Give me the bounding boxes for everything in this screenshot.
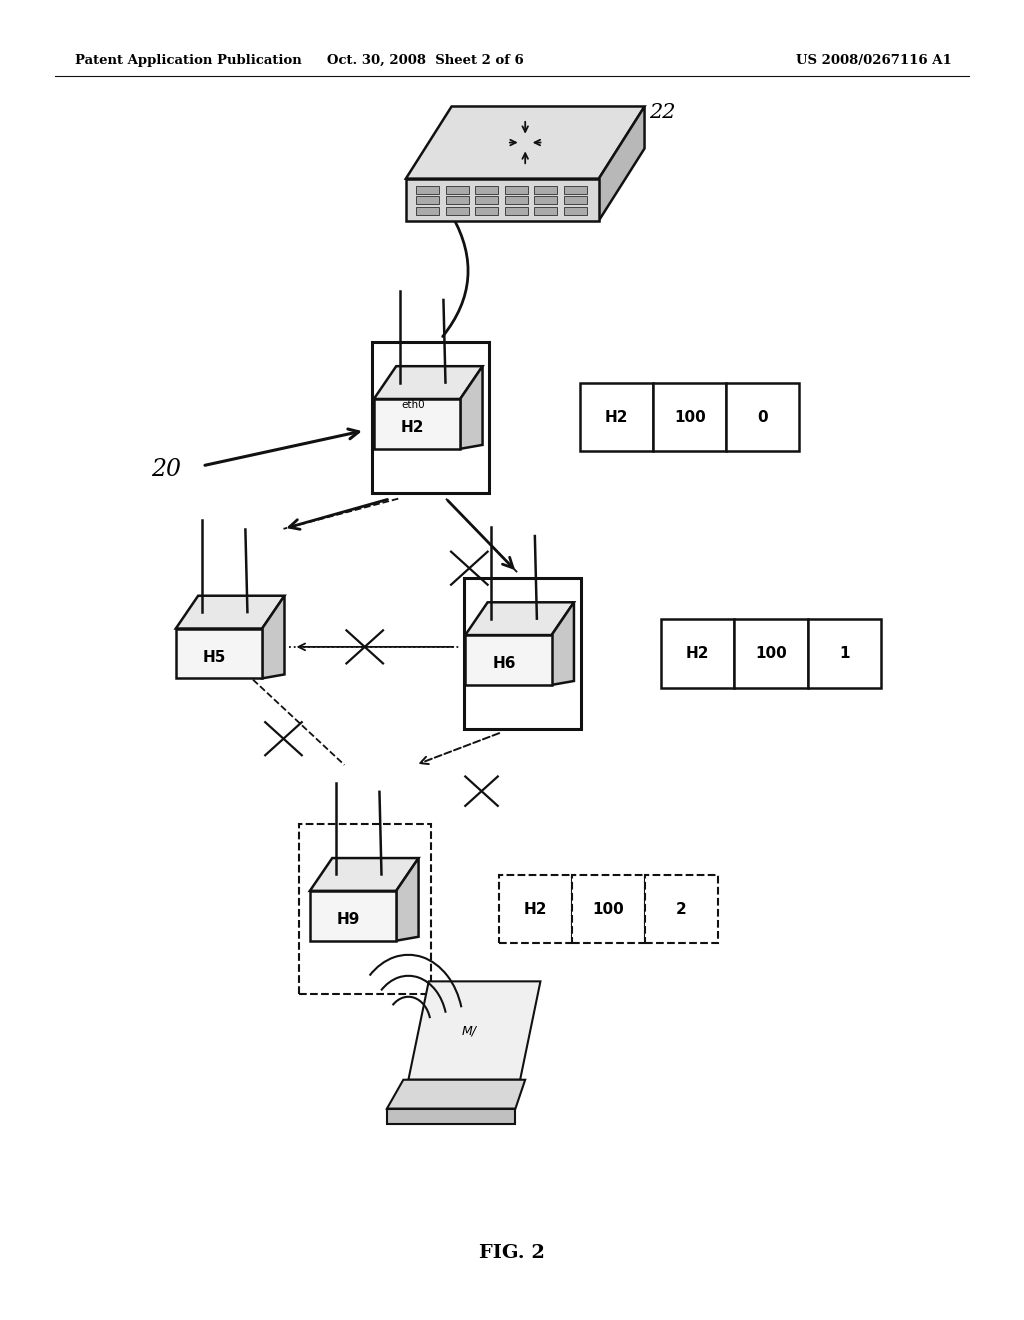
Polygon shape [445, 197, 469, 205]
Polygon shape [465, 602, 574, 635]
Text: eth0: eth0 [401, 400, 425, 411]
Polygon shape [505, 197, 527, 205]
Text: FIG. 2: FIG. 2 [479, 1243, 545, 1262]
Polygon shape [475, 207, 499, 215]
Polygon shape [310, 858, 419, 891]
Polygon shape [460, 366, 482, 449]
Bar [387, 1109, 515, 1125]
Bar [499, 875, 572, 944]
Polygon shape [445, 186, 469, 194]
Polygon shape [475, 197, 499, 205]
Polygon shape [552, 602, 574, 685]
Bar [373, 342, 489, 492]
Polygon shape [475, 186, 499, 194]
Text: 20: 20 [152, 458, 181, 482]
Polygon shape [535, 197, 557, 205]
Text: 100: 100 [593, 902, 625, 916]
FancyArrowPatch shape [442, 216, 468, 337]
Polygon shape [406, 107, 644, 178]
Polygon shape [374, 366, 482, 399]
Bar [726, 383, 800, 451]
Text: US 2008/0267116 A1: US 2008/0267116 A1 [797, 54, 952, 67]
Bar [464, 578, 581, 729]
Text: Patent Application Publication: Patent Application Publication [75, 54, 302, 67]
Polygon shape [465, 635, 552, 685]
Text: H2: H2 [523, 902, 547, 916]
Text: 1: 1 [839, 645, 849, 661]
Bar [734, 619, 808, 688]
Text: H2: H2 [686, 645, 710, 661]
Bar [645, 875, 718, 944]
Text: M/: M/ [462, 1024, 476, 1038]
Bar [580, 383, 653, 451]
Polygon shape [176, 595, 285, 628]
Text: 100: 100 [674, 409, 706, 425]
Polygon shape [445, 207, 469, 215]
Polygon shape [563, 207, 587, 215]
Polygon shape [535, 186, 557, 194]
Text: H6: H6 [493, 656, 516, 672]
Polygon shape [262, 595, 285, 678]
Polygon shape [535, 207, 557, 215]
Polygon shape [417, 207, 439, 215]
Bar [653, 383, 726, 451]
Polygon shape [505, 207, 527, 215]
Bar [299, 824, 431, 994]
Polygon shape [396, 858, 419, 941]
Text: 0: 0 [758, 409, 768, 425]
Polygon shape [505, 186, 527, 194]
Polygon shape [409, 981, 541, 1080]
Text: H9: H9 [337, 912, 360, 927]
Text: 2: 2 [676, 902, 687, 916]
Polygon shape [563, 197, 587, 205]
Text: H2: H2 [605, 409, 629, 425]
Polygon shape [176, 628, 262, 678]
Polygon shape [599, 107, 644, 220]
Text: H2: H2 [401, 420, 425, 436]
Text: 22: 22 [649, 103, 676, 123]
Bar [662, 619, 734, 688]
Polygon shape [406, 178, 599, 220]
Polygon shape [563, 186, 587, 194]
Polygon shape [310, 891, 396, 941]
Text: H5: H5 [203, 649, 226, 665]
Text: Oct. 30, 2008  Sheet 2 of 6: Oct. 30, 2008 Sheet 2 of 6 [328, 54, 524, 67]
Bar [808, 619, 881, 688]
Text: 100: 100 [755, 645, 786, 661]
Polygon shape [417, 197, 439, 205]
Polygon shape [374, 399, 460, 449]
Polygon shape [417, 186, 439, 194]
Polygon shape [387, 1080, 525, 1109]
Bar [572, 875, 645, 944]
